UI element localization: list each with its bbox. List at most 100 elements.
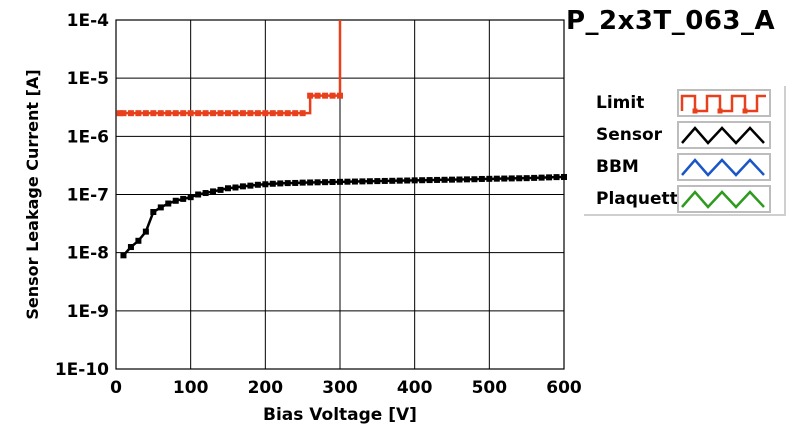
x-tick-label: 400 bbox=[397, 378, 433, 398]
x-tick-label: 500 bbox=[472, 378, 508, 398]
data-point-sensor bbox=[142, 228, 149, 235]
data-point-sensor bbox=[180, 195, 187, 202]
data-point-sensor bbox=[157, 204, 164, 211]
data-point-sensor bbox=[172, 197, 179, 204]
data-point-sensor bbox=[426, 177, 433, 184]
data-point-sensor bbox=[217, 186, 224, 193]
data-point-limit bbox=[232, 110, 239, 117]
data-point-sensor bbox=[411, 177, 418, 184]
data-point-sensor bbox=[202, 190, 209, 197]
data-point-limit bbox=[254, 110, 261, 117]
data-point-sensor bbox=[262, 181, 269, 188]
data-point-sensor bbox=[254, 181, 261, 188]
data-point-sensor bbox=[493, 175, 500, 182]
data-point-sensor bbox=[120, 252, 127, 259]
legend-item: BBM bbox=[584, 152, 784, 184]
data-point-sensor bbox=[516, 175, 523, 182]
data-point-sensor bbox=[561, 173, 567, 180]
data-point-sensor bbox=[531, 174, 538, 181]
data-point-sensor bbox=[337, 178, 343, 185]
legend-label: BBM bbox=[596, 157, 639, 177]
legend-swatch-triangle-wave-icon bbox=[677, 153, 771, 181]
legend: Limit Sensor BBM Plaquette bbox=[584, 86, 786, 216]
data-point-sensor bbox=[195, 191, 202, 198]
data-point-limit bbox=[195, 110, 202, 117]
data-point-limit bbox=[150, 110, 157, 117]
data-point-limit bbox=[277, 110, 284, 117]
data-point-limit bbox=[284, 110, 291, 117]
x-tick-label: 100 bbox=[173, 378, 209, 398]
data-point-limit bbox=[314, 92, 321, 99]
data-point-limit bbox=[157, 110, 164, 117]
legend-item: Limit bbox=[584, 88, 784, 120]
data-point-sensor bbox=[501, 175, 508, 182]
y-tick-label: 1E-9 bbox=[67, 302, 109, 322]
data-point-limit bbox=[292, 110, 299, 117]
data-point-sensor bbox=[396, 177, 403, 184]
data-point-limit bbox=[172, 110, 179, 117]
data-point-sensor bbox=[404, 177, 411, 184]
x-axis-label: Bias Voltage [V] bbox=[263, 405, 417, 425]
legend-label: Sensor bbox=[596, 125, 663, 145]
data-point-sensor bbox=[165, 200, 172, 207]
y-tick-label: 1E-5 bbox=[67, 69, 109, 89]
data-point-limit bbox=[217, 110, 224, 117]
data-point-limit bbox=[180, 110, 187, 117]
data-point-sensor bbox=[210, 188, 217, 195]
data-point-sensor bbox=[307, 179, 314, 186]
data-point-sensor bbox=[239, 183, 246, 190]
data-point-limit bbox=[337, 92, 343, 99]
data-point-sensor bbox=[150, 209, 157, 216]
legend-swatch-triangle-wave-icon bbox=[677, 185, 771, 213]
data-point-limit bbox=[210, 110, 217, 117]
data-point-limit bbox=[307, 92, 314, 99]
data-point-sensor bbox=[135, 237, 142, 244]
data-point-limit bbox=[239, 110, 246, 117]
data-point-sensor bbox=[456, 176, 463, 183]
data-point-sensor bbox=[225, 185, 231, 192]
data-point-sensor bbox=[538, 174, 545, 181]
data-point-limit bbox=[127, 110, 134, 117]
x-tick-label: 600 bbox=[546, 378, 582, 398]
data-point-sensor bbox=[329, 179, 336, 186]
x-tick-label: 0 bbox=[110, 378, 122, 398]
data-point-sensor bbox=[374, 178, 381, 185]
y-tick-label: 1E-7 bbox=[67, 186, 109, 206]
data-point-sensor bbox=[322, 179, 329, 186]
data-point-sensor bbox=[299, 179, 306, 186]
legend-swatch-triangle-wave-icon bbox=[677, 121, 771, 149]
legend-item: Plaquette bbox=[584, 184, 784, 216]
data-point-limit bbox=[202, 110, 209, 117]
data-point-sensor bbox=[546, 174, 553, 181]
data-point-limit bbox=[247, 110, 254, 117]
y-tick-label: 1E-4 bbox=[67, 11, 109, 31]
data-point-sensor bbox=[478, 175, 485, 182]
data-point-sensor bbox=[292, 179, 299, 186]
data-point-sensor bbox=[187, 194, 194, 201]
data-point-limit bbox=[135, 110, 142, 117]
data-point-limit bbox=[142, 110, 149, 117]
legend-swatch-square-wave-icon bbox=[677, 89, 771, 117]
data-point-sensor bbox=[284, 180, 291, 187]
data-point-limit bbox=[225, 110, 231, 117]
data-point-sensor bbox=[419, 177, 426, 184]
x-tick-label: 300 bbox=[322, 378, 358, 398]
data-point-sensor bbox=[314, 179, 321, 186]
data-point-sensor bbox=[351, 178, 358, 185]
data-point-limit bbox=[187, 110, 194, 117]
y-tick-label: 1E-8 bbox=[67, 244, 109, 264]
data-point-sensor bbox=[277, 180, 284, 187]
legend-label: Plaquette bbox=[596, 189, 690, 209]
chart-title: P_2x3T_063_A bbox=[566, 6, 776, 36]
data-point-limit bbox=[322, 92, 329, 99]
data-point-limit bbox=[329, 92, 336, 99]
data-point-sensor bbox=[381, 177, 388, 184]
data-point-sensor bbox=[434, 176, 441, 183]
data-point-limit bbox=[269, 110, 276, 117]
y-axis-label: Sensor Leakage Current [A] bbox=[23, 69, 42, 319]
data-point-sensor bbox=[471, 176, 478, 183]
data-point-sensor bbox=[553, 174, 560, 181]
data-point-sensor bbox=[232, 184, 239, 191]
